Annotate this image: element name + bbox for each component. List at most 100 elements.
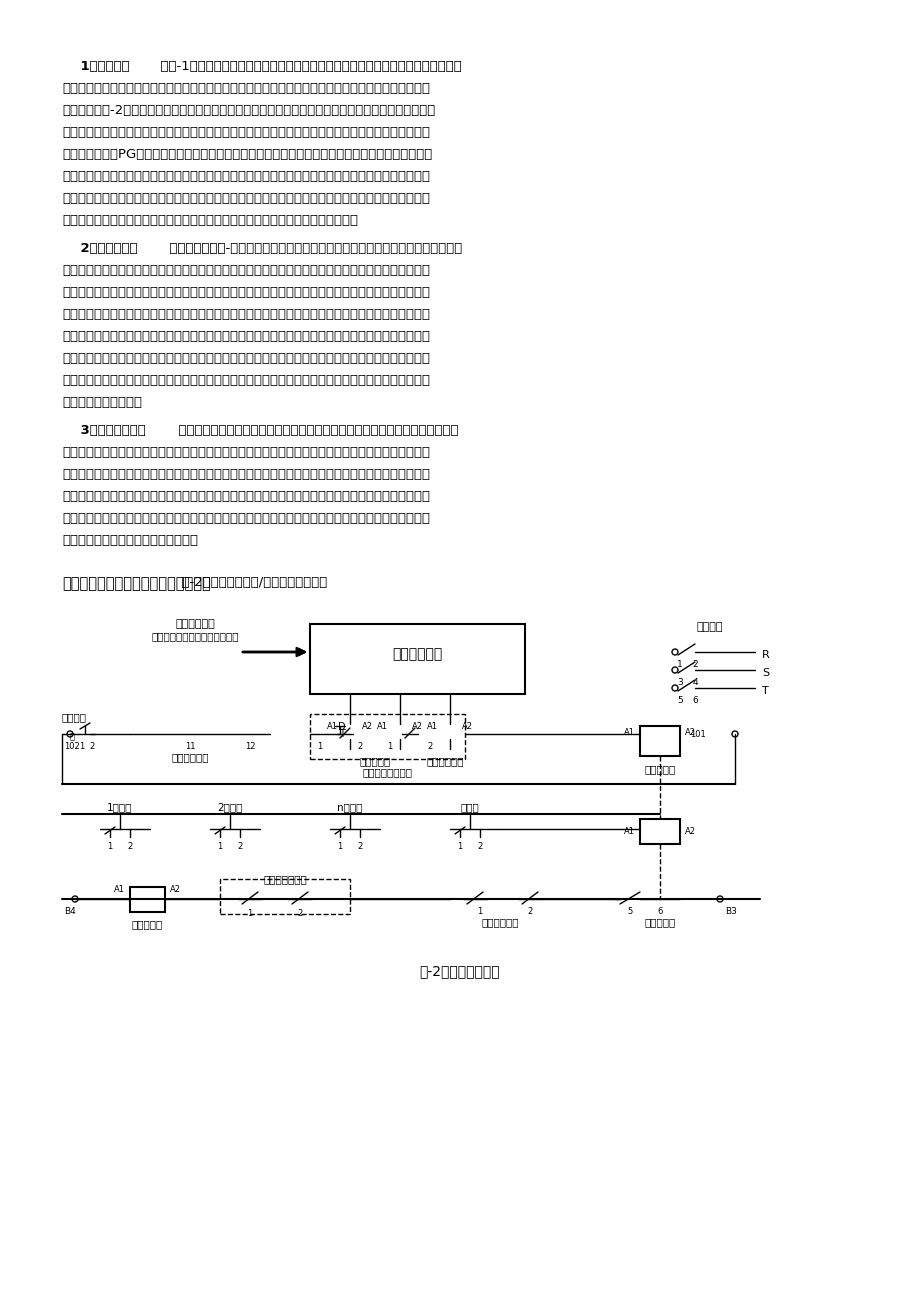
Text: 而让安全钳提前动作，而并非等到限速器自整定速度时才动作，让限速器的自整定动作速度保护作为失速: 而让安全钳提前动作，而并非等到限速器自整定速度时才动作，让限速器的自整定动作速度…	[62, 374, 429, 387]
Text: A2: A2	[461, 723, 472, 730]
Text: A1: A1	[623, 827, 634, 836]
Text: 2厅门锁: 2厅门锁	[217, 802, 243, 812]
Text: 1: 1	[108, 842, 112, 852]
Bar	[310, 624, 525, 694]
Text: 异常信息输入: 异常信息输入	[175, 618, 215, 629]
Bar	[130, 887, 165, 911]
Text: A1: A1	[623, 728, 634, 737]
Text: T: T	[761, 686, 768, 697]
Text: B4: B4	[64, 907, 75, 917]
Text: 驱动状况下的关键参数如电流、电压、频率、转速、脉冲；系统安全状态等，所以安全模块非常全面的监: 驱动状况下的关键参数如电流、电压、频率、转速、脉冲；系统安全状态等，所以安全模块…	[62, 191, 429, 204]
Text: A2: A2	[170, 885, 181, 894]
Text: 与外呼通讯合二为一共享一个数据通道，既方便也节省成本。有了门锁检测模块我们就可智能化检测门锁: 与外呼通讯合二为一共享一个数据通道，既方便也节省成本。有了门锁检测模块我们就可智…	[62, 447, 429, 460]
Bar	[439, 724, 460, 740]
Text: 验收时的测试，因为无机房电梯的限速器是安装在井道里的而难以接触，其电动也是手动控制，在我们的: 验收时的测试，因为无机房电梯的限速器是安装在井道里的而难以接触，其电动也是手动控…	[62, 329, 429, 342]
Text: 3: 3	[676, 678, 682, 687]
Text: T: T	[339, 729, 345, 740]
Text: 101: 101	[689, 730, 705, 740]
Text: n厅门锁: n厅门锁	[337, 802, 362, 812]
Text: A2: A2	[361, 723, 372, 730]
Text: 1: 1	[457, 842, 462, 852]
Text: 动力电源: 动力电源	[696, 622, 722, 631]
Text: 1: 1	[387, 742, 392, 751]
Text: 在图-1中安全模块起到监控和紧急输出制动的作用，电梯中关键因素都要由安全模块: 在图-1中安全模块起到监控和紧急输出制动的作用，电梯中关键因素都要由安全模块	[152, 60, 461, 73]
Text: 运行的有效性，从而形成类似互相监督互相制约的局面，如安全模块与主控板之间；安全模块与变频器之: 运行的有效性，从而形成类似互相监督互相制约的局面，如安全模块与主控板之间；安全模…	[62, 126, 429, 139]
Text: 一致等。与开门到位信号和门变频器的开、关门到位信号综合逻辑控制可确保门锁状态的一目了然，从而: 一致等。与开门到位信号和门变频器的开、关门到位信号综合逻辑控制可确保门锁状态的一…	[62, 512, 429, 525]
Text: 2: 2	[357, 742, 362, 751]
Text: 抱闸接触器: 抱闸接触器	[131, 919, 163, 930]
Text: 感应速度的变化，当超过整定速度时，离心机构触发棘轮机构通过钢丝绳连杆结构拉动轿厢安全钳楔块将: 感应速度的变化，当超过整定速度时，离心机构触发棘轮机构通过钢丝绳连杆结构拉动轿厢…	[62, 264, 429, 277]
Text: 图-2为安全模块输入/输出回路示意图。: 图-2为安全模块输入/输出回路示意图。	[173, 575, 326, 589]
Text: 6: 6	[691, 697, 698, 704]
Text: 1: 1	[79, 742, 85, 751]
Text: 的机构，俗称电动限速器，这种限速器其实已经广泛应用在无机房电梯上，但其电动功能仅仅是为了方便: 的机构，俗称电动限速器，这种限速器其实已经广泛应用在无机房电梯上，但其电动功能仅…	[62, 309, 429, 322]
Bar	[340, 724, 359, 740]
Text: 2: 2	[477, 842, 482, 852]
Text: 间；安全模块与PG卡之间；模块与外呼板之间（包含了门锁检测）；安全模块与平层感应器之间（仅开: 间；安全模块与PG卡之间；模块与外呼板之间（包含了门锁检测）；安全模块与平层感应…	[62, 148, 432, 161]
Text: 2: 2	[527, 907, 532, 917]
Text: 门锁接触器: 门锁接触器	[643, 917, 675, 927]
Text: 2: 2	[297, 909, 302, 918]
Text: 安全控制模块: 安全控制模块	[391, 647, 442, 661]
Text: 传统串联安全回路: 传统串联安全回路	[362, 767, 412, 777]
Text: ⌒: ⌒	[70, 732, 74, 741]
Text: A1: A1	[326, 723, 337, 730]
Text: 2: 2	[357, 842, 362, 852]
Text: 2: 2	[127, 842, 132, 852]
Text: 避免系统在开门情况下的自主误运行。: 避免系统在开门情况下的自主误运行。	[62, 534, 198, 547]
Text: 安全接触器: 安全接触器	[643, 764, 675, 773]
Text: 测了电梯控制模块的意外失效情况，本身又被主控系统监控而减少了程序的误动作。: 测了电梯控制模块的意外失效情况，本身又被主控系统监控而减少了程序的误动作。	[62, 214, 357, 227]
Text: 6: 6	[656, 907, 662, 917]
Text: A1: A1	[426, 723, 437, 730]
Text: 1: 1	[217, 842, 222, 852]
Text: 限速器输出: 限速器输出	[359, 756, 391, 766]
Text: 安全异常输出: 安全异常输出	[171, 753, 209, 762]
Text: 4: 4	[691, 678, 697, 687]
Bar	[220, 879, 349, 914]
Text: A1: A1	[114, 885, 125, 894]
Text: 传统抱闸控制点: 传统抱闸控制点	[263, 874, 307, 884]
Text: 1: 1	[477, 907, 482, 917]
Bar	[640, 727, 679, 756]
Text: 图-2安全模块控制图: 图-2安全模块控制图	[419, 963, 500, 978]
Text: 1）安全模块: 1）安全模块	[62, 60, 130, 73]
Text: 安全的最后一道保障。: 安全的最后一道保障。	[62, 396, 142, 409]
Text: A2: A2	[412, 723, 423, 730]
Text: 102: 102	[64, 742, 80, 751]
Text: R: R	[761, 650, 769, 660]
Text: 机房短接，则与单层门开状况发生冲突；短接单层，而系统要求的是开状态发生冲突；轿门与厅门开闭不: 机房短接，则与单层门开状况发生冲突；短接单层，而系统要求的是开状态发生冲突；轿门…	[62, 490, 429, 503]
Text: 1: 1	[676, 660, 682, 669]
Text: A1: A1	[377, 723, 388, 730]
Text: 2: 2	[427, 742, 432, 751]
Text: 抱闸允许输出: 抱闸允许输出	[425, 756, 463, 766]
Text: 的状态了，避免传统的单纯的开关触点串联门锁回路极易被全部短接或部分短接而无法检测的弊病；如在: 的状态了，避免传统的单纯的开关触点串联门锁回路极易被全部短接或部分短接而无法检测…	[62, 467, 429, 480]
Text: 机房急停: 机房急停	[62, 712, 87, 723]
Text: 关量无需通讯）等。安全模块将监控距离控制情况下的关键参数如位置、位移、速度、加减速、楼层标识: 关量无需通讯）等。安全模块将监控距离控制情况下的关键参数如位置、位移、速度、加减…	[62, 171, 429, 184]
Text: 1: 1	[317, 742, 323, 751]
Text: 大家知道限速器-安全钳系统是电梯标配的纯机械限速机构，限速器通过其离心结构: 大家知道限速器-安全钳系统是电梯标配的纯机械限速机构，限速器通过其离心结构	[161, 242, 462, 255]
Text: 1: 1	[337, 842, 342, 852]
Text: 轿厢卡死在导轨上，从而防止失速继续加大，在这里我们将不改变其原有功能，在上面增加电动触发棘轮: 轿厢卡死在导轨上，从而防止失速继续加大，在这里我们将不改变其原有功能，在上面增加…	[62, 286, 429, 299]
Text: S: S	[761, 668, 768, 678]
Bar	[390, 724, 410, 740]
Text: A2: A2	[685, 728, 696, 737]
Text: 11: 11	[185, 742, 195, 751]
Text: 抱闸允许输出: 抱闸允许输出	[481, 917, 518, 927]
Text: 新系统里我们将增加程序控制，且其主控就是安全模块；当系统检测到失速时按程序设定自动触发限速器: 新系统里我们将增加程序控制，且其主控就是安全模块；当系统检测到失速时按程序设定自…	[62, 352, 429, 365]
Text: 1厅门锁: 1厅门锁	[108, 802, 132, 812]
Text: 3）门锁检测模块: 3）门锁检测模块	[62, 424, 145, 437]
Text: A2: A2	[685, 827, 696, 836]
Text: 5: 5	[627, 907, 632, 917]
Text: 此模块并非一个单独模块，我们可取门锁开关的一个触点引入到该层的外呼板上: 此模块并非一个单独模块，我们可取门锁开关的一个触点引入到该层的外呼板上	[170, 424, 459, 437]
Text: 2: 2	[237, 842, 243, 852]
Text: 2）电动限速器: 2）电动限速器	[62, 242, 138, 255]
Text: 轿门锁: 轿门锁	[460, 802, 479, 812]
Bar	[310, 713, 464, 759]
Text: （电梯位置、速度、方向、门）: （电梯位置、速度、方向、门）	[151, 631, 239, 641]
Text: 5: 5	[676, 697, 682, 704]
Text: 来监测其运行的有效性，一旦发现被监测器件运行失常则报警停梯，输出安全触点而断开安全回路切断动: 来监测其运行的有效性，一旦发现被监测器件运行失常则报警停梯，输出安全触点而断开安…	[62, 82, 429, 95]
Text: 12: 12	[244, 742, 255, 751]
Text: B3: B3	[724, 907, 736, 917]
Text: D: D	[338, 723, 346, 732]
Text: 2: 2	[89, 742, 95, 751]
